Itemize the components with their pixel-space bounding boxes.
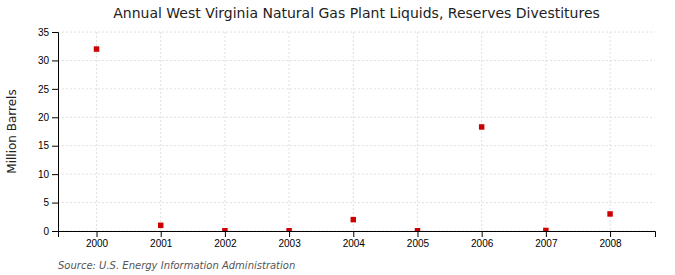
- y-axis: 0 5 10 15 20 25 30 35: [38, 27, 59, 237]
- grid-line: [610, 32, 611, 231]
- tick-label: 0: [43, 226, 49, 237]
- grid-line: [289, 32, 290, 231]
- tick: 10: [38, 169, 58, 180]
- grid-line: [58, 202, 655, 203]
- point: [543, 228, 548, 231]
- tick: 15: [38, 140, 58, 151]
- tick-mark: [52, 89, 58, 90]
- tick: 2001: [150, 231, 173, 249]
- tick-label: 25: [38, 84, 50, 95]
- tick-mark: [52, 203, 58, 204]
- x-axis: 2000 2001 2002 2003 2004 2005 2006 2007 2008: [59, 231, 656, 249]
- tick-mark: [97, 231, 98, 237]
- tick-label: 15: [38, 140, 50, 151]
- tick-label: 35: [38, 27, 50, 38]
- tick: 2004: [343, 231, 366, 249]
- tick-mark: [610, 231, 611, 237]
- point: [286, 228, 291, 231]
- tick-mark: [289, 231, 290, 237]
- tick-label: 2002: [214, 238, 237, 249]
- tick: 20: [38, 112, 58, 123]
- tick-mark: [52, 231, 58, 232]
- tick-label: 2003: [278, 238, 301, 249]
- tick-mark: [161, 231, 162, 237]
- tick-label: 10: [38, 169, 50, 180]
- tick-mark: [52, 60, 58, 61]
- tick-label: 2006: [471, 238, 494, 249]
- grid-line: [417, 32, 418, 231]
- tick-label: 20: [38, 112, 50, 123]
- tick: 25: [38, 84, 58, 95]
- tick: 2002: [214, 231, 237, 249]
- tick: 2003: [278, 231, 301, 249]
- point: [158, 223, 163, 228]
- tick-label: 2000: [86, 238, 109, 249]
- tick-mark: [52, 32, 58, 33]
- y-axis-label: Million Barrels: [5, 89, 19, 173]
- grid-line: [224, 32, 225, 231]
- tick: 5: [43, 197, 58, 208]
- axis-line: [59, 232, 656, 238]
- tick-label: 5: [43, 197, 49, 208]
- grid-line: [545, 32, 546, 231]
- tick-label: 2008: [599, 238, 622, 249]
- grid-line: [96, 32, 97, 231]
- point: [607, 211, 612, 216]
- tick: 2000: [86, 231, 109, 249]
- tick-mark: [546, 231, 547, 237]
- tick: 2007: [535, 231, 558, 249]
- tick-mark: [225, 231, 226, 237]
- tick-mark: [482, 231, 483, 237]
- grid-line: [353, 32, 354, 231]
- grid: [58, 32, 655, 231]
- plot: 2000 2001 2002 2003 2004 2005 2006 2007 2008 0 5 10…: [38, 27, 656, 249]
- chart: 2000 2001 2002 2003 2004 2005 2006 2007 2008 0 5 10…: [0, 0, 675, 275]
- tick: 2006: [471, 231, 494, 249]
- point: [415, 228, 420, 231]
- tick: 2008: [599, 231, 622, 249]
- tick: 2005: [407, 231, 430, 249]
- point: [222, 228, 227, 231]
- tick-label: 2007: [535, 238, 558, 249]
- tick-label: 2001: [150, 238, 173, 249]
- tick-mark: [52, 146, 58, 147]
- title: Annual West Virginia Natural Gas Plant L…: [113, 5, 600, 21]
- tick-label: 30: [38, 55, 50, 66]
- grid-line: [58, 174, 655, 175]
- tick: 30: [38, 55, 58, 66]
- grid-line: [58, 32, 655, 33]
- grid-line: [58, 88, 655, 89]
- point: [351, 217, 356, 222]
- grid-line: [58, 145, 655, 146]
- tick-mark: [52, 174, 58, 175]
- grid-line: [58, 117, 655, 118]
- tick: 0: [43, 226, 58, 237]
- point: [479, 124, 484, 129]
- point: [94, 46, 99, 51]
- grid-line: [481, 32, 482, 231]
- marks: [94, 46, 613, 231]
- grid-line: [160, 32, 161, 231]
- annotation: Source: U.S. Energy Information Administ…: [58, 260, 295, 271]
- axis-line: [52, 33, 59, 232]
- tick-mark: [417, 231, 418, 237]
- tick-label: 2005: [407, 238, 430, 249]
- tick: 35: [38, 27, 58, 38]
- grid-line: [58, 60, 655, 61]
- tick-mark: [353, 231, 354, 237]
- tick-label: 2004: [343, 238, 366, 249]
- tick-mark: [52, 117, 58, 118]
